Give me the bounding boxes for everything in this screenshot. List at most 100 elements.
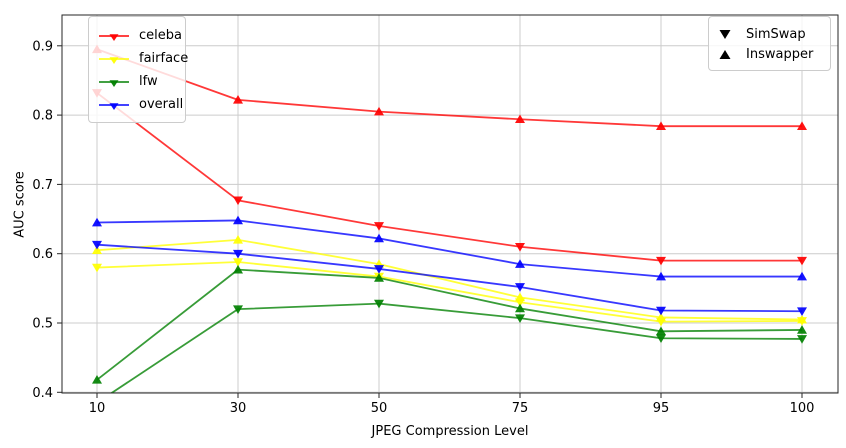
xtick-label-10: 10 (89, 401, 106, 416)
marker-overall-Inswapper-95 (656, 271, 666, 281)
legend-dataset-label: celeba (139, 28, 182, 43)
fairface-line-sample (99, 56, 129, 64)
ytick-label-0.9: 0.9 (32, 39, 53, 54)
marker-lfw-Inswapper-75 (515, 303, 525, 313)
ticks (57, 45, 803, 398)
series-line-overall-Inswapper (96, 219, 802, 278)
marker-lfw-SimSwap-75 (515, 314, 525, 323)
series-line-celeba-SimSwap (96, 92, 802, 262)
marker-celeba-Inswapper-30 (233, 95, 243, 104)
ytick-label-0.4: 0.4 (32, 386, 53, 401)
series-line-lfw-SimSwap (109, 302, 803, 393)
marker-lfw-Inswapper-10 (92, 375, 102, 384)
series-lfw-Inswapper (92, 264, 807, 384)
ytick-label-0.6: 0.6 (32, 247, 53, 262)
marker-fairface-SimSwap-30 (233, 258, 243, 267)
lfw-line-sample (99, 79, 129, 87)
marker-lfw-Inswapper-95 (656, 326, 666, 336)
marker-overall-SimSwap-50 (374, 265, 384, 274)
series-overall-Inswapper (92, 215, 807, 281)
xtick-label-30: 30 (230, 401, 247, 416)
marker-celeba-Inswapper-50 (374, 106, 384, 116)
legend-dataset-item-overall: overall (98, 93, 183, 116)
legend-dataset-item-lfw: lfw (98, 70, 175, 93)
series-overall-SimSwap (92, 240, 807, 317)
marker-lfw-SimSwap-95 (656, 334, 666, 344)
marker-overall-SimSwap-75 (515, 283, 525, 292)
marker-celeba-Inswapper-100 (797, 121, 807, 130)
marker-overall-Inswapper-50 (374, 233, 384, 243)
lfw-triangle-down-icon (109, 79, 119, 87)
marker-fairface-Inswapper-10 (92, 245, 102, 255)
ytick-label-0.7: 0.7 (32, 178, 53, 193)
legend-method-label: SimSwap (746, 26, 806, 42)
series-celeba-Inswapper (92, 44, 807, 130)
series-line-lfw-Inswapper (96, 268, 803, 381)
overall-line-sample (99, 102, 129, 110)
plot-border (61, 14, 839, 394)
legend-methods: SimSwap Inswapper (708, 16, 831, 71)
marker-lfw-Inswapper-100 (797, 325, 807, 334)
marker-fairface-Inswapper-95 (656, 312, 666, 322)
xtick-label-95: 95 (653, 401, 670, 416)
marker-fairface-Inswapper-100 (797, 314, 807, 324)
series-lfw-SimSwap (109, 299, 807, 393)
marker-celeba-SimSwap-95 (656, 256, 666, 266)
series-line-fairface-Inswapper (96, 238, 803, 321)
marker-celeba-Inswapper-75 (515, 114, 525, 124)
marker-overall-SimSwap-10 (92, 240, 102, 250)
legend-dataset-label: overall (139, 97, 184, 112)
triangle-up-icon (719, 49, 731, 59)
marker-celeba-SimSwap-30 (233, 196, 243, 206)
marker-overall-SimSwap-30 (233, 249, 243, 259)
marker-lfw-Inswapper-30 (233, 264, 243, 274)
marker-lfw-Inswapper-50 (374, 273, 384, 282)
marker-celeba-SimSwap-75 (515, 242, 525, 252)
marker-lfw-SimSwap-30 (233, 305, 243, 314)
triangle-down-glyph (719, 29, 731, 39)
legend-dataset-item-celeba: celeba (98, 24, 182, 47)
series-line-fairface-SimSwap (96, 261, 803, 323)
triangle-down-icon (719, 29, 731, 39)
marker-lfw-SimSwap-50 (374, 299, 384, 309)
marker-overall-Inswapper-10 (92, 217, 102, 227)
marker-overall-Inswapper-100 (797, 271, 807, 281)
ytick-label-0.8: 0.8 (32, 109, 53, 124)
legend-dataset-label: lfw (139, 74, 158, 89)
marker-fairface-Inswapper-75 (515, 292, 525, 302)
celeba-line-sample (99, 33, 129, 41)
marker-fairface-SimSwap-10 (92, 263, 102, 273)
marker-overall-SimSwap-95 (656, 306, 666, 316)
legend-method-label: Inswapper (746, 46, 814, 62)
marker-fairface-Inswapper-30 (233, 235, 243, 244)
x-axis-label: JPEG Compression Level (371, 424, 529, 439)
celeba-triangle-down-icon (109, 33, 119, 41)
legend-method-item-Inswapper: Inswapper (718, 44, 820, 64)
xtick-label-50: 50 (371, 401, 388, 416)
grid (62, 15, 838, 393)
legend-dataset-label: fairface (139, 51, 189, 66)
xtick-label-75: 75 (512, 401, 529, 416)
series-line-overall-SimSwap (96, 243, 803, 313)
overall-triangle-down-icon (109, 102, 119, 110)
marker-overall-SimSwap-100 (797, 307, 807, 317)
triangle-up-glyph (719, 49, 731, 59)
ytick-label-0.5: 0.5 (32, 317, 53, 332)
marker-overall-Inswapper-75 (515, 259, 525, 268)
series-line-celeba-Inswapper (96, 48, 802, 128)
legend-dataset-item-fairface: fairface (98, 47, 188, 70)
marker-celeba-SimSwap-100 (797, 256, 807, 266)
tick-labels: 10 30 50 75 95 100 0.4 0.5 0.6 0.7 0.8 0.9 (32, 39, 814, 416)
y-axis-label: AUC score (12, 171, 28, 238)
xtick-label-100: 100 (790, 401, 815, 416)
marker-celeba-Inswapper-95 (656, 121, 666, 130)
plot-area (92, 44, 807, 393)
marker-lfw-SimSwap-100 (797, 335, 807, 344)
legend-method-item-SimSwap: SimSwap (718, 24, 820, 44)
marker-overall-Inswapper-30 (233, 215, 243, 225)
marker-celeba-SimSwap-50 (374, 222, 384, 231)
fairface-triangle-down-icon (109, 56, 119, 64)
legend-datasets: celeba fairface lfw overall (88, 16, 188, 123)
